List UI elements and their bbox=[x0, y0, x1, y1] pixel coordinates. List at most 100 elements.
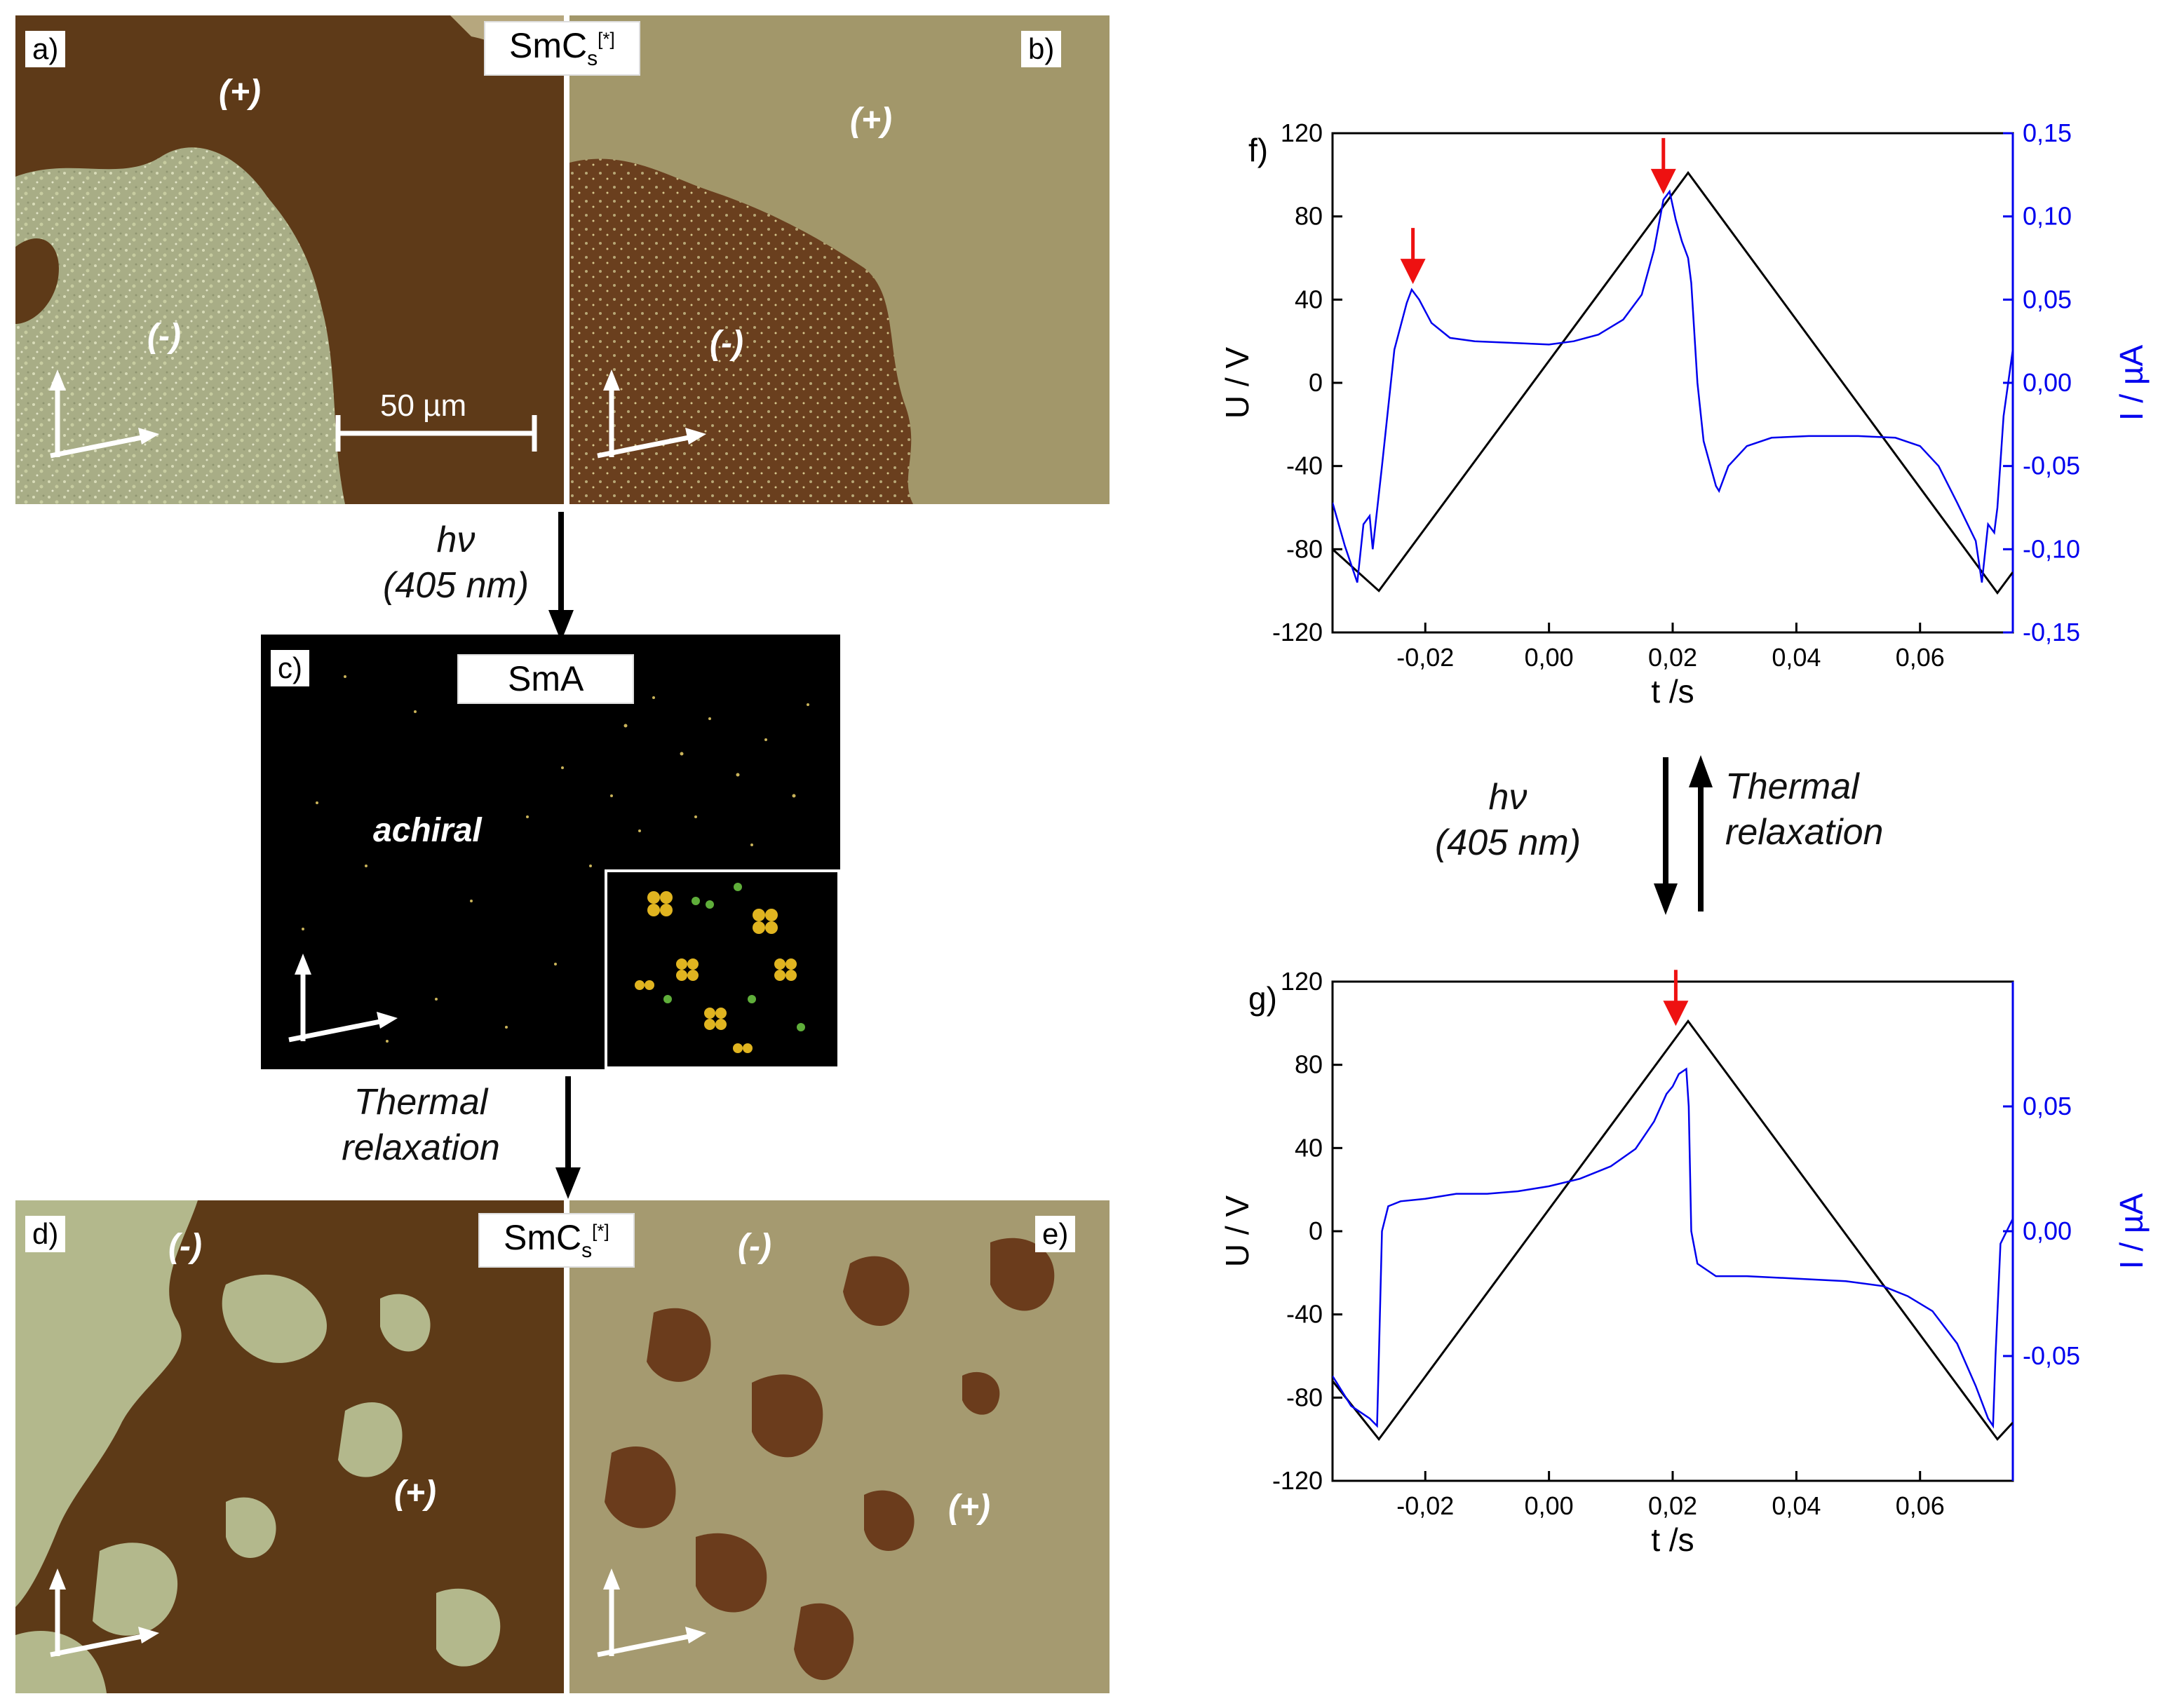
phase-bottom-sub: s bbox=[581, 1239, 593, 1262]
y-left-tick-label: 40 bbox=[1295, 285, 1323, 313]
phase-label-top: SmCs[*] bbox=[484, 21, 640, 76]
y-right-tick-label: 0,15 bbox=[2023, 118, 2072, 147]
y-left-tick-label: 0 bbox=[1309, 368, 1323, 397]
y-right-tick-label: -0,10 bbox=[2023, 534, 2080, 563]
transition-text-bottom: Thermal relaxation bbox=[295, 1080, 547, 1171]
current-series-line bbox=[1333, 1067, 2013, 1429]
x-tick-label: -0,02 bbox=[1396, 643, 1454, 672]
transition-right-right-line1: Thermal bbox=[1725, 766, 1859, 807]
transition-right-left-line2: (405 nm) bbox=[1434, 822, 1582, 863]
phase-top-sup: [*] bbox=[598, 28, 615, 50]
micrograph-e: e) (-) (+) bbox=[569, 1200, 1110, 1693]
phase-label-c: SmA bbox=[457, 654, 635, 704]
domain-minus-a: (-) bbox=[147, 318, 181, 355]
y-left-tick-label: 120 bbox=[1281, 967, 1323, 996]
y-left-axis-label: U / V bbox=[1219, 347, 1255, 419]
y-right-tick-label: 0,00 bbox=[2023, 368, 2072, 397]
y-right-tick-label: -0,05 bbox=[2023, 1341, 2080, 1370]
y-left-tick-label: -120 bbox=[1272, 1466, 1323, 1495]
transition-text-right-left: hν (405 nm) bbox=[1375, 775, 1641, 866]
domain-minus-e: (-) bbox=[738, 1228, 771, 1265]
x-axis-label: t /s bbox=[1651, 673, 1694, 710]
achiral-label: achiral bbox=[373, 812, 482, 849]
y-left-axis-label: U / V bbox=[1219, 1195, 1255, 1268]
y-right-axis-label: I / µA bbox=[2113, 1193, 2150, 1270]
domain-plus-a: (+) bbox=[219, 74, 261, 111]
voltage-series-line bbox=[1333, 170, 2013, 595]
x-tick-label: 0,06 bbox=[1896, 1491, 1945, 1520]
y-left-tick-label: 40 bbox=[1295, 1133, 1323, 1162]
y-right-tick-label: 0,00 bbox=[2023, 1216, 2072, 1245]
domain-plus-e: (+) bbox=[948, 1489, 990, 1526]
panel-label: g) bbox=[1248, 980, 1277, 1017]
x-tick-label: 0,04 bbox=[1772, 643, 1821, 672]
micrograph-d-image bbox=[15, 1200, 564, 1693]
transition-text-top: hν (405 nm) bbox=[323, 517, 589, 609]
micrograph-c: c) SmA achiral bbox=[261, 635, 840, 1069]
y-right-tick-label: -0,05 bbox=[2023, 452, 2080, 480]
domain-minus-d: (-) bbox=[168, 1228, 202, 1265]
x-tick-label: 0,04 bbox=[1772, 1491, 1821, 1520]
y-left-tick-label: -120 bbox=[1272, 618, 1323, 646]
micrograph-e-image bbox=[569, 1200, 1110, 1693]
y-left-tick-label: 80 bbox=[1295, 1050, 1323, 1079]
panel-label-b: b) bbox=[1021, 31, 1062, 67]
phase-top-sub: s bbox=[587, 47, 598, 70]
micrograph-a-image bbox=[15, 15, 564, 504]
x-tick-label: 0,02 bbox=[1648, 1491, 1697, 1520]
arrow-down-bottom bbox=[555, 1076, 581, 1199]
panel-label-d: d) bbox=[25, 1216, 66, 1252]
y-left-tick-label: 120 bbox=[1281, 118, 1323, 147]
x-tick-label: 0,02 bbox=[1648, 643, 1697, 672]
y-left-tick-label: 0 bbox=[1309, 1216, 1323, 1245]
reversible-arrows bbox=[1654, 755, 1713, 915]
phase-bottom-sup: [*] bbox=[592, 1220, 609, 1242]
micrograph-a: a) (+) (-) 50 µm bbox=[15, 15, 564, 504]
y-left-tick-label: -80 bbox=[1286, 534, 1323, 563]
panel-label: f) bbox=[1248, 132, 1268, 168]
micrograph-c-image bbox=[261, 635, 840, 1069]
red-arrow-marker bbox=[1400, 228, 1426, 285]
y-left-tick-label: -40 bbox=[1286, 1300, 1323, 1329]
voltage-series-line bbox=[1333, 1019, 2013, 1442]
y-left-tick-label: -80 bbox=[1286, 1383, 1323, 1411]
micrograph-b-image bbox=[569, 15, 1110, 504]
scale-bar-label: 50 µm bbox=[380, 388, 467, 423]
y-left-tick-label: 80 bbox=[1295, 202, 1323, 231]
x-tick-label: 0,00 bbox=[1525, 643, 1574, 672]
transition-bottom-line1: Thermal bbox=[353, 1082, 488, 1123]
transition-top-line2: (405 nm) bbox=[382, 565, 530, 606]
transition-right-right-line2: relaxation bbox=[1725, 812, 1884, 853]
arrow-down-top bbox=[548, 512, 574, 642]
domain-plus-b: (+) bbox=[850, 102, 892, 139]
transition-right-left-line1: hν bbox=[1488, 777, 1528, 818]
transition-top-line1: hν bbox=[436, 520, 476, 560]
y-right-tick-label: -0,15 bbox=[2023, 618, 2080, 646]
y-right-tick-label: 0,05 bbox=[2023, 1092, 2072, 1120]
phase-top-main: SmC bbox=[509, 26, 588, 65]
transition-text-right-right: Thermal relaxation bbox=[1725, 764, 1992, 855]
y-left-tick-label: -40 bbox=[1286, 452, 1323, 480]
chart-f: f) -0,02 0,00 0,02 0,04 0,06 -120 -80 -40 0 40 80 12… bbox=[1219, 118, 2150, 710]
x-tick-label: -0,02 bbox=[1396, 1491, 1454, 1520]
panel-label-e: e) bbox=[1035, 1216, 1076, 1252]
phase-label-bottom: SmCs[*] bbox=[478, 1213, 635, 1268]
x-axis-label: t /s bbox=[1651, 1521, 1694, 1558]
domain-plus-d: (+) bbox=[394, 1475, 436, 1512]
y-right-axis-label: I / µA bbox=[2113, 345, 2150, 421]
y-right-tick-label: 0,10 bbox=[2023, 202, 2072, 231]
current-series-line bbox=[1333, 189, 2013, 583]
micrograph-b: b) (+) (-) bbox=[569, 15, 1110, 504]
micrograph-d: d) (-) (+) bbox=[15, 1200, 564, 1693]
plot-frame bbox=[1331, 980, 2014, 1482]
x-tick-label: 0,06 bbox=[1896, 643, 1945, 672]
panel-label-c: c) bbox=[271, 650, 309, 686]
x-tick-label: 0,00 bbox=[1525, 1491, 1574, 1520]
red-arrow-marker bbox=[1650, 137, 1676, 194]
transition-bottom-line2: relaxation bbox=[342, 1127, 500, 1168]
panel-label-a: a) bbox=[25, 31, 66, 67]
red-arrow-marker bbox=[1663, 970, 1689, 1026]
chart-g: g) -0,02 0,00 0,02 0,04 0,06 -120 -80 -40 0 40 80 12… bbox=[1219, 967, 2150, 1558]
domain-minus-b: (-) bbox=[710, 325, 743, 362]
phase-bottom-main: SmC bbox=[504, 1218, 582, 1257]
